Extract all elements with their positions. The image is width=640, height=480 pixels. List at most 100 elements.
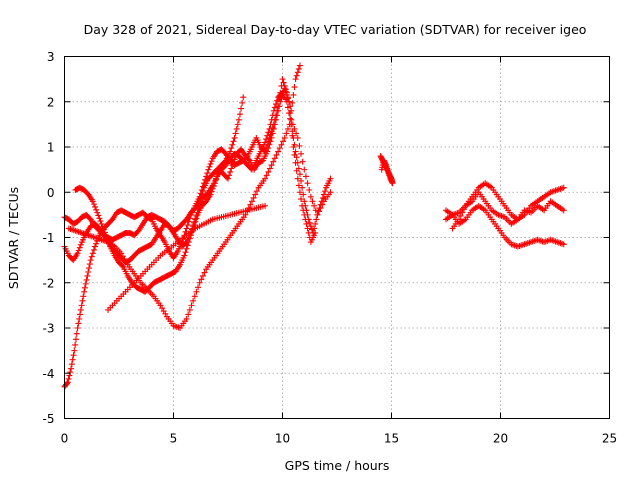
data-point (299, 202, 306, 209)
data-point (90, 246, 97, 253)
data-point (283, 91, 290, 98)
data-point (191, 222, 198, 229)
data-point (293, 72, 300, 79)
data-point (69, 356, 76, 363)
x-axis-label: GPS time / hours (285, 458, 390, 473)
data-point (287, 103, 294, 110)
data-point (92, 243, 99, 250)
data-point (560, 241, 567, 248)
x-tick-label: 5 (170, 432, 178, 446)
data-point (182, 249, 189, 256)
data-point (278, 141, 285, 148)
data-point (199, 188, 206, 195)
data-point (294, 69, 301, 76)
data-point (240, 94, 247, 101)
data-point (88, 253, 95, 260)
data-point (97, 218, 104, 225)
data-point (81, 288, 88, 295)
data-point (289, 99, 296, 106)
data-point (195, 284, 202, 291)
data-point (266, 141, 273, 148)
data-point (185, 311, 192, 318)
data-point (86, 261, 93, 268)
data-point (181, 252, 188, 259)
series-track-f (105, 202, 269, 313)
data-point (319, 201, 326, 208)
data-point (312, 207, 319, 214)
y-tick-label: 0 (47, 186, 55, 200)
data-point (205, 166, 212, 173)
chart-title: Day 328 of 2021, Sidereal Day-to-day VTE… (84, 22, 587, 37)
data-point (98, 220, 105, 227)
data-point (64, 379, 71, 386)
data-point (560, 184, 567, 191)
data-point (290, 91, 297, 98)
data-point (199, 272, 206, 279)
data-point (186, 306, 193, 313)
data-point (67, 369, 74, 376)
data-point (72, 336, 79, 343)
data-point (233, 125, 240, 132)
data-point (304, 180, 311, 187)
data-point (183, 225, 190, 232)
data-point (274, 112, 281, 119)
tick-layer: 0 5 10 15 20 25 -5 -4 -3 -2 -1 0 1 2 3 (43, 50, 618, 446)
data-point (302, 216, 309, 223)
data-point (230, 159, 237, 166)
data-point (271, 104, 278, 111)
data-point (298, 150, 305, 157)
data-point (65, 375, 72, 382)
data-point (300, 207, 307, 214)
data-point (295, 65, 302, 72)
data-point (312, 229, 319, 236)
data-point (119, 262, 126, 269)
data-point (277, 98, 284, 105)
data-point (236, 111, 243, 118)
data-point (186, 235, 193, 242)
data-point (298, 177, 305, 184)
data-point (456, 216, 463, 223)
data-point (287, 115, 294, 122)
data-point (95, 212, 102, 219)
data-point (210, 183, 217, 190)
y-tick-label: -1 (43, 231, 55, 245)
y-tick-label: 3 (47, 50, 55, 64)
data-point (307, 193, 314, 200)
x-tick-label: 15 (384, 432, 399, 446)
data-point (378, 166, 385, 173)
data-point (313, 216, 320, 223)
data-point (76, 315, 83, 322)
data-point (235, 116, 242, 123)
data-point (191, 293, 198, 300)
data-point (184, 242, 191, 249)
data-point (192, 218, 199, 225)
data-point (284, 125, 291, 132)
data-point (81, 284, 88, 291)
data-point (93, 240, 100, 247)
data-point (197, 194, 204, 201)
data-point (228, 165, 235, 172)
data-point (288, 116, 295, 123)
data-point (76, 244, 83, 251)
data-point (101, 229, 108, 236)
y-axis-label: SDTVAR / TECUs (6, 187, 21, 289)
data-point (201, 269, 208, 276)
data-point (270, 158, 277, 165)
data-point (265, 145, 272, 152)
data-point (73, 330, 80, 337)
data-point (78, 302, 85, 309)
data-point (317, 205, 324, 212)
data-point (298, 196, 305, 203)
data-point (296, 142, 303, 149)
data-point (299, 184, 306, 191)
data-point (196, 279, 203, 286)
data-point (291, 125, 298, 132)
data-point (302, 173, 309, 180)
x-tick-label: 0 (61, 432, 69, 446)
data-point (296, 62, 303, 69)
data-point (204, 170, 211, 177)
data-point (250, 194, 257, 201)
data-point (294, 134, 301, 141)
data-point (77, 306, 84, 313)
data-point (276, 103, 283, 110)
